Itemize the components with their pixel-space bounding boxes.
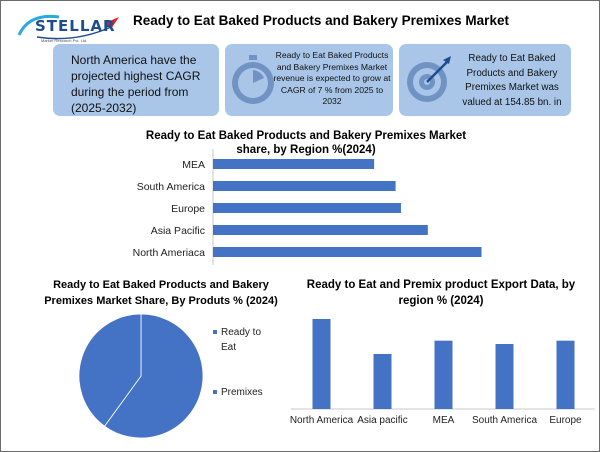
category-tick-label: North Ameriaca xyxy=(133,247,206,259)
bar xyxy=(213,247,482,257)
logo-wordmark: STELLAR xyxy=(35,17,116,35)
legend-swatch xyxy=(213,330,217,334)
region-share-chart-title: Ready to Eat Baked Products and Bakery P… xyxy=(145,130,467,156)
category-tick-label: South America xyxy=(137,181,205,193)
bar xyxy=(495,344,514,409)
bar xyxy=(213,159,375,169)
info-card-growth: Ready to Eat Baked Products and Bakery P… xyxy=(225,44,393,116)
info-card-cagr-region: North America have the projected highest… xyxy=(53,44,219,116)
info-card-text: North America have the projected highest… xyxy=(71,53,201,115)
info-card-text: Ready to Eat Baked Products and Bakery P… xyxy=(273,50,391,107)
logo-tagline: Market Research Pvt. Ltd. xyxy=(41,38,88,43)
region-share-bar-chart: MEA South America Europe Asia Pacific North … xyxy=(133,149,482,265)
export-data-chart-title: Ready to Eat and Premix product Export D… xyxy=(306,279,576,307)
pie-slice xyxy=(78,313,142,427)
logo-swoosh-icon xyxy=(17,14,119,40)
category-tick-label: Asia Pacific xyxy=(151,225,205,237)
category-tick-label: North America xyxy=(290,415,354,426)
legend-label: Premixes xyxy=(221,387,263,398)
bar xyxy=(213,225,428,235)
category-tick-label: Europe xyxy=(549,415,582,426)
info-card-valuation: Ready to Eat Baked Products and Bakery P… xyxy=(399,44,571,116)
category-tick-label: South America xyxy=(472,415,537,426)
category-tick-label: MEA xyxy=(182,159,205,171)
info-card-text: Ready to Eat Baked Products and Bakery P… xyxy=(462,53,562,108)
export-data-bar-chart: North America Asia pacific MEA South Americ… xyxy=(290,319,595,426)
bar xyxy=(213,181,396,191)
stellar-logo: STELLAR Market Research Pvt. Ltd. xyxy=(15,9,125,47)
bar xyxy=(434,340,453,409)
bar xyxy=(213,203,401,213)
page-title: Ready to Eat Baked Products and Bakery P… xyxy=(133,13,509,28)
bar xyxy=(556,340,575,409)
bar xyxy=(312,319,331,409)
product-share-chart-title: Ready to Eat Baked Products and Bakery P… xyxy=(44,279,278,307)
bar xyxy=(373,354,392,409)
category-tick-label: Asia pacific xyxy=(357,415,408,426)
category-tick-label: Europe xyxy=(171,203,205,215)
product-share-pie-chart: Ready to Eat Premixes xyxy=(78,313,263,439)
category-tick-label: MEA xyxy=(433,415,455,426)
pie-slice xyxy=(103,313,204,439)
legend-label: Ready to xyxy=(221,327,261,338)
target-icon xyxy=(407,56,451,102)
legend-label: Eat xyxy=(221,342,236,353)
legend-swatch xyxy=(213,390,217,394)
stopwatch-icon xyxy=(232,55,274,104)
